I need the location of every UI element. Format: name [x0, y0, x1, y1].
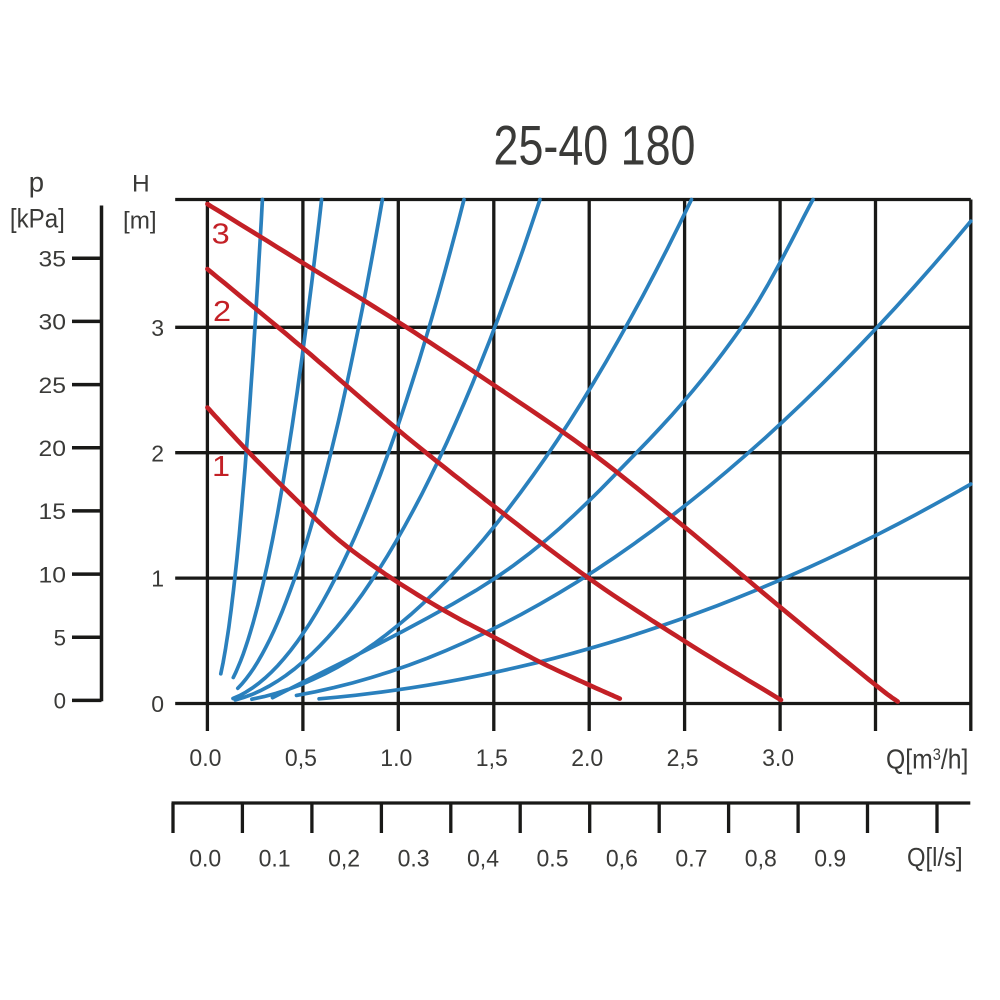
svg-text:3: 3 [212, 218, 230, 250]
svg-text:5: 5 [54, 626, 66, 651]
svg-text:0: 0 [54, 689, 66, 714]
svg-text:Q[l/s]: Q[l/s] [907, 842, 963, 872]
svg-text:35: 35 [39, 247, 67, 272]
svg-text:1,5: 1,5 [476, 745, 508, 772]
svg-text:H: H [132, 170, 150, 197]
svg-text:0.1: 0.1 [259, 846, 291, 873]
svg-text:10: 10 [39, 562, 67, 587]
svg-text:0.0: 0.0 [189, 846, 221, 873]
svg-text:0.5: 0.5 [537, 846, 569, 873]
svg-text:0,8: 0,8 [745, 846, 777, 873]
svg-text:20: 20 [39, 436, 67, 461]
svg-text:[kPa]: [kPa] [10, 204, 65, 234]
svg-text:0: 0 [151, 691, 164, 717]
svg-text:[m]: [m] [123, 208, 157, 235]
svg-text:0.0: 0.0 [189, 745, 221, 772]
svg-text:0,2: 0,2 [328, 846, 360, 873]
svg-text:15: 15 [39, 499, 67, 524]
svg-text:Q[m3/h]: Q[m3/h] [886, 743, 968, 775]
svg-text:2.0: 2.0 [571, 745, 603, 772]
svg-text:2: 2 [151, 440, 164, 466]
svg-text:1: 1 [151, 566, 164, 592]
svg-text:0.9: 0.9 [814, 846, 846, 873]
svg-text:25-40 180: 25-40 180 [494, 114, 696, 176]
svg-text:0,4: 0,4 [467, 846, 499, 873]
svg-text:1: 1 [212, 451, 230, 483]
svg-text:2: 2 [213, 296, 231, 328]
svg-text:0.3: 0.3 [398, 846, 430, 873]
svg-text:3.0: 3.0 [762, 745, 794, 772]
svg-text:0,5: 0,5 [285, 745, 317, 772]
svg-text:30: 30 [39, 310, 67, 335]
svg-text:1.0: 1.0 [380, 745, 412, 772]
svg-text:0.7: 0.7 [675, 846, 707, 873]
svg-text:25: 25 [39, 373, 67, 398]
svg-text:3: 3 [151, 315, 164, 341]
svg-text:0,6: 0,6 [606, 846, 638, 873]
svg-text:p: p [29, 166, 44, 197]
svg-text:2,5: 2,5 [667, 745, 699, 772]
